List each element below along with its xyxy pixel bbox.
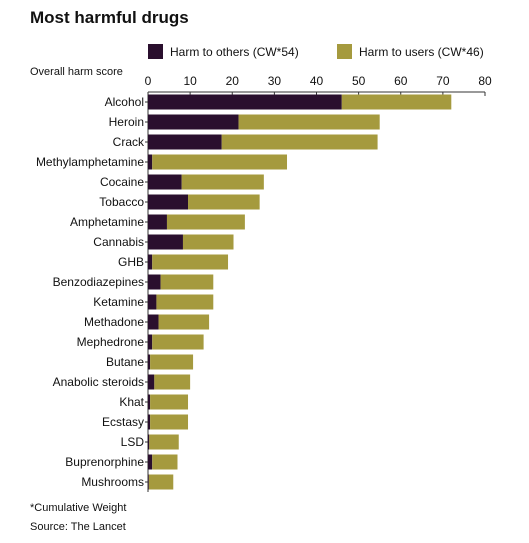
- legend-swatch-2: [337, 44, 352, 59]
- x-axis-ticks: 0 10 20 30 40 50 60 70 80: [145, 74, 492, 96]
- bar-crack-series-1: [148, 134, 222, 150]
- y-tick-label-mushrooms: Mushrooms: [81, 475, 144, 489]
- x-tick-label-50: 50: [352, 74, 366, 88]
- bar-crack-series-2: [221, 134, 378, 150]
- bar-alcohol-series-1: [148, 94, 342, 110]
- y-tick-label-tobacco: Tobacco: [99, 195, 144, 209]
- bar-khat-series-2: [150, 394, 189, 410]
- bar-butane-series-1: [148, 354, 151, 370]
- bar-cannabis-series-2: [182, 234, 234, 250]
- bar-anabolic-steroids-series-2: [154, 374, 191, 390]
- x-tick-label-80: 80: [478, 74, 492, 88]
- y-tick-label-anabolic-steroids: Anabolic steroids: [53, 375, 144, 389]
- y-tick-label-benzodiazepines: Benzodiazepines: [53, 275, 144, 289]
- y-tick-label-mephedrone: Mephedrone: [77, 335, 145, 349]
- bar-tobacco-series-2: [188, 194, 260, 210]
- bar-lsd-series-2: [149, 434, 179, 450]
- bar-ketamine-series-2: [156, 294, 214, 310]
- y-tick-label-methadone: Methadone: [84, 315, 144, 329]
- y-axis-labels: Alcohol Heroin Crack Methylamphetamine Cocai…: [36, 95, 148, 489]
- bar-ketamine-series-1: [148, 294, 157, 310]
- x-tick-label-0: 0: [145, 74, 152, 88]
- bar-heroin-series-1: [148, 114, 239, 130]
- y-tick-label-alcohol: Alcohol: [105, 95, 144, 109]
- bar-ecstasy-series-2: [150, 414, 189, 430]
- bar-alcohol-series-2: [341, 94, 452, 110]
- bar-mephedrone-series-1: [148, 334, 153, 350]
- bar-buprenorphine-series-1: [148, 454, 153, 470]
- y-tick-label-khat: Khat: [119, 395, 144, 409]
- bar-cocaine-series-1: [148, 174, 182, 190]
- x-tick-label-70: 70: [436, 74, 450, 88]
- bar-ghb-series-1: [148, 254, 153, 270]
- y-tick-label-ghb: GHB: [118, 255, 144, 269]
- legend: Harm to others (CW*54) Harm to users (CW*…: [148, 44, 484, 59]
- bar-amphetamine-series-2: [166, 214, 245, 230]
- legend-swatch-1: [148, 44, 163, 59]
- source-note: Source: The Lancet: [30, 521, 126, 533]
- y-tick-label-amphetamine: Amphetamine: [70, 215, 144, 229]
- y-tick-label-methylamphetamine: Methylamphetamine: [36, 155, 144, 169]
- y-tick-label-heroin: Heroin: [109, 115, 144, 129]
- bar-mephedrone-series-2: [152, 334, 204, 350]
- bar-methadone-series-2: [158, 314, 210, 330]
- bar-lsd-series-1: [148, 434, 150, 450]
- x-tick-label-10: 10: [183, 74, 197, 88]
- x-tick-label-60: 60: [394, 74, 408, 88]
- legend-label-2: Harm to users (CW*46): [359, 45, 484, 59]
- bar-ghb-series-2: [152, 254, 229, 270]
- footnote: *Cumulative Weight: [30, 502, 127, 514]
- bar-benzodiazepines-series-1: [148, 274, 161, 290]
- x-tick-label-40: 40: [310, 74, 324, 88]
- y-tick-label-ketamine: Ketamine: [93, 295, 144, 309]
- page-title: Most harmful drugs: [30, 8, 189, 27]
- bar-benzodiazepines-series-2: [160, 274, 214, 290]
- y-tick-label-butane: Butane: [106, 355, 144, 369]
- y-tick-label-lsd: LSD: [121, 435, 145, 449]
- x-tick-label-20: 20: [226, 74, 240, 88]
- bar-tobacco-series-1: [148, 194, 189, 210]
- y-tick-label-cocaine: Cocaine: [100, 175, 144, 189]
- bar-mushrooms-series-1: [148, 474, 149, 490]
- x-tick-label-30: 30: [268, 74, 282, 88]
- bar-cannabis-series-1: [148, 234, 183, 250]
- bars: [148, 94, 452, 490]
- y-tick-label-crack: Crack: [113, 135, 145, 149]
- bar-methylamphetamine-series-2: [152, 154, 288, 170]
- y-tick-label-ecstasy: Ecstasy: [102, 415, 144, 429]
- bar-mushrooms-series-2: [148, 474, 174, 490]
- bar-methylamphetamine-series-1: [148, 154, 153, 170]
- bar-cocaine-series-2: [181, 174, 264, 190]
- bar-amphetamine-series-1: [148, 214, 167, 230]
- y-tick-label-buprenorphine: Buprenorphine: [65, 455, 144, 469]
- bar-buprenorphine-series-2: [152, 454, 178, 470]
- legend-label-1: Harm to others (CW*54): [170, 45, 299, 59]
- y-tick-label-cannabis: Cannabis: [93, 235, 144, 249]
- bar-heroin-series-2: [238, 114, 380, 130]
- bar-anabolic-steroids-series-1: [148, 374, 155, 390]
- bar-butane-series-2: [150, 354, 194, 370]
- x-axis-label: Overall harm score: [30, 66, 123, 78]
- bar-methadone-series-1: [148, 314, 159, 330]
- bar-khat-series-1: [148, 394, 151, 410]
- bar-ecstasy-series-1: [148, 414, 151, 430]
